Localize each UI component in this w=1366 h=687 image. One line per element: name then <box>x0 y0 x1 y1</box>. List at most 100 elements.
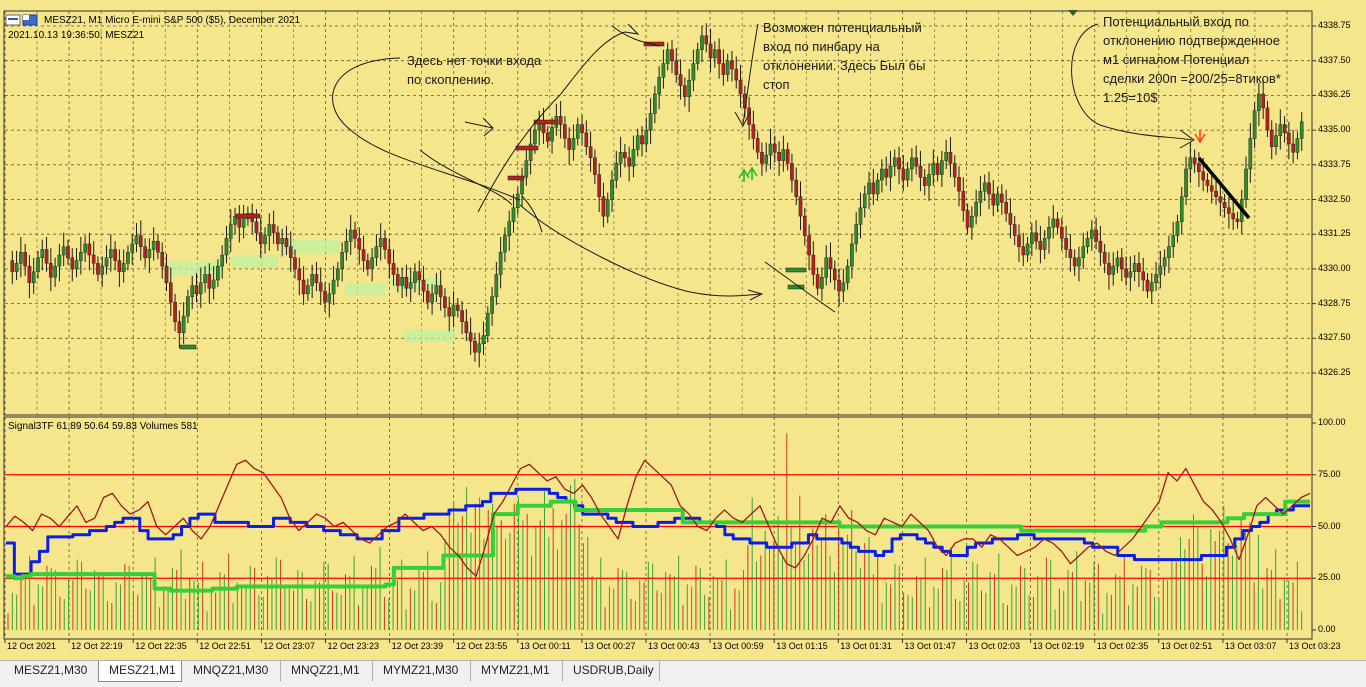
consolidation-zone <box>404 330 455 342</box>
candle-body <box>1227 207 1231 214</box>
candle-body <box>755 138 760 153</box>
chart-tab-bar: MESZ21,M30 MESZ21,M1 MNQZ21,M30 MNQZ21,M… <box>0 660 1366 687</box>
tab-mymz21-m1[interactable]: MYMZ21,M1 <box>471 661 563 681</box>
candle-body <box>1102 252 1107 264</box>
candle-body <box>126 252 130 264</box>
annotation-no-entry-line-2: по скоплению. <box>407 72 495 87</box>
indicator-tick-label: 100.00 <box>1318 417 1346 427</box>
candle-body <box>177 321 182 333</box>
candle-body <box>888 165 893 178</box>
candle-body <box>460 310 464 322</box>
candle-body <box>1055 218 1060 228</box>
trade-trend-line <box>1197 156 1251 220</box>
chart-background <box>0 0 1366 660</box>
consolidation-zone <box>283 240 340 253</box>
candle-body <box>143 246 147 258</box>
candle-body <box>1261 93 1265 109</box>
price-tick-label: 4337.50 <box>1318 54 1351 65</box>
candle-body <box>117 260 122 272</box>
annotation-pinbar-line-4: стоп <box>763 77 790 92</box>
candle-body <box>777 152 781 161</box>
candle-body <box>451 304 456 317</box>
candle-body <box>254 221 259 234</box>
candle-body <box>623 152 627 159</box>
price-tick-label: 4338.75 <box>1318 20 1351 30</box>
tab-mesz21-m1[interactable]: MESZ21,M1 <box>98 661 182 682</box>
tab-mnqz21-m30[interactable]: MNQZ21,M30 <box>183 661 281 681</box>
level-marker <box>507 175 525 181</box>
candle-body <box>1137 263 1141 272</box>
candle-body <box>280 238 284 245</box>
candle-body <box>674 60 679 75</box>
candle-body <box>982 182 987 192</box>
candle-body <box>601 196 606 217</box>
candle-body <box>1021 246 1026 256</box>
candle-body <box>593 157 597 175</box>
candle-body <box>1004 202 1008 214</box>
candle-body <box>952 163 957 178</box>
candle-body <box>862 193 867 209</box>
candle-body <box>773 143 777 153</box>
price-tick-label: 4326.25 <box>1318 367 1351 377</box>
time-tick-label: 13 Oct 00:11 <box>519 641 571 651</box>
candle-body <box>1175 221 1180 236</box>
candle-body <box>100 265 105 275</box>
price-tick-label: 4336.25 <box>1318 89 1351 100</box>
time-tick-label: 13 Oct 01:15 <box>776 641 828 651</box>
tab-mnqz21-m1[interactable]: MNQZ21,M1 <box>281 661 373 681</box>
tab-usdrub-daily[interactable]: USDRUB,Daily <box>563 661 660 681</box>
candle-body <box>1295 138 1300 153</box>
candle-body <box>845 265 850 283</box>
annotation-no-entry: Здесь нет точки входа по скоплению. <box>407 51 541 89</box>
level-marker <box>643 41 665 47</box>
tab-mymz21-m30[interactable]: MYMZ21,M30 <box>373 661 471 681</box>
annotation-pinbar-line-1: Возможен потенциальный <box>763 20 922 35</box>
annotation-confirmed-entry: Потенциальный вход по отклонению подтвер… <box>1103 12 1281 107</box>
price-tick-label: 4327.50 <box>1318 332 1351 343</box>
annotation-pinbar-line-2: вход по пинбару на <box>763 39 880 54</box>
chart-window[interactable]: MESZ21, M1 Micro E-mini S&P 500 ($5), De… <box>0 0 1366 660</box>
symbol-title: MESZ21, M1 Micro E-mini S&P 500 ($5), De… <box>44 15 301 26</box>
candle-body <box>635 135 640 150</box>
candle-body <box>160 252 165 267</box>
tab-mesz21-m30[interactable]: MESZ21,M30 <box>4 661 99 681</box>
candle-body <box>764 154 769 164</box>
candle-body <box>1119 257 1124 270</box>
candle-body <box>991 193 996 206</box>
candle-body <box>528 143 533 161</box>
time-tick-label: 13 Oct 03:07 <box>1224 641 1277 651</box>
candle-body <box>27 265 32 283</box>
candle-body <box>383 238 387 250</box>
chart-svg[interactable] <box>0 0 1366 660</box>
time-tick-label: 13 Oct 00:43 <box>648 641 700 651</box>
candle-body <box>417 271 422 281</box>
candle-body <box>138 235 143 247</box>
candle-body <box>884 168 888 178</box>
candle-body <box>832 268 837 281</box>
candle-body <box>113 249 117 261</box>
candle-body <box>1077 257 1081 267</box>
hand-drawn-stroke <box>624 23 640 35</box>
candle-body <box>228 224 233 239</box>
candle-body <box>511 207 516 222</box>
candle-body <box>216 265 220 281</box>
candle-body <box>721 63 726 75</box>
candle-body <box>408 282 413 289</box>
candle-body <box>1188 157 1193 170</box>
candle-body <box>790 163 794 181</box>
candle-body <box>875 179 880 195</box>
candle-body <box>785 149 790 164</box>
chart-shift-marker-icon[interactable] <box>1068 10 1078 16</box>
candle-body <box>1085 238 1090 247</box>
candle-body <box>1231 213 1235 220</box>
candle-body <box>815 274 820 289</box>
consolidation-zone <box>232 255 278 268</box>
candle-body <box>1218 196 1223 203</box>
indicator-pane-frame <box>3 416 1313 640</box>
level-marker <box>515 145 539 151</box>
candle-body <box>66 246 70 258</box>
candle-body <box>1034 232 1038 242</box>
hand-drawn-stroke <box>734 111 751 128</box>
candle-body <box>605 199 610 217</box>
annotation-confirmed-line-5: 1.25=10$ <box>1103 90 1158 105</box>
